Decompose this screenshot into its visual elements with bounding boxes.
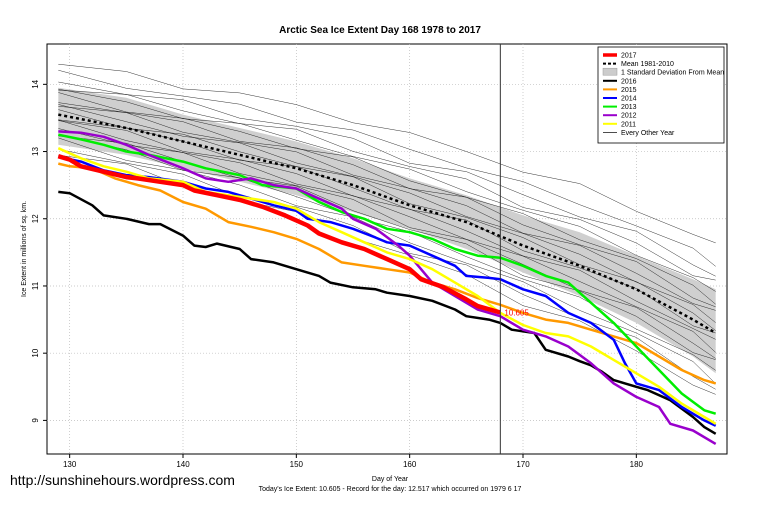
x-tick-label: 160 bbox=[403, 460, 417, 469]
legend-label: 2011 bbox=[621, 121, 636, 128]
x-tick-label: 130 bbox=[63, 460, 77, 469]
x-tick-label: 150 bbox=[290, 460, 304, 469]
std-dev-band bbox=[58, 87, 716, 374]
y-axis-label: Ice Extent in millions of sq. km. bbox=[21, 201, 28, 297]
y-tick-label: 12 bbox=[31, 214, 40, 223]
chart-title: Arctic Sea Ice Extent Day 168 1978 to 20… bbox=[279, 25, 481, 36]
every-other-year-line bbox=[58, 104, 716, 323]
every-other-year-line bbox=[58, 148, 716, 390]
legend-label: Mean 1981-2010 bbox=[621, 61, 674, 68]
every-other-year-line bbox=[58, 81, 716, 277]
legend-label: 2014 bbox=[621, 96, 637, 103]
y-tick-label: 10 bbox=[31, 348, 40, 357]
legend-label: Every Other Year bbox=[621, 130, 675, 137]
series-lines bbox=[57, 130, 717, 445]
mean-1981-2010-line bbox=[58, 113, 717, 335]
legend-swatch-band bbox=[602, 67, 618, 76]
series-line-2013 bbox=[58, 133, 717, 415]
std-dev-area bbox=[58, 87, 716, 374]
every-other-year-line bbox=[58, 92, 716, 305]
every-other-year-line bbox=[58, 69, 716, 267]
record-footer: Today's Ice Extent: 10.605 - Record for … bbox=[259, 486, 522, 493]
x-tick-label: 180 bbox=[630, 460, 644, 469]
current-value-label: 10.605 bbox=[504, 309, 529, 318]
series-line-2011 bbox=[57, 147, 717, 425]
series-line-2017 bbox=[57, 154, 501, 315]
x-tick-label: 170 bbox=[516, 460, 530, 469]
y-tick-label: 14 bbox=[31, 79, 40, 88]
every-other-year-line bbox=[58, 106, 716, 311]
y-tick-label: 11 bbox=[31, 281, 40, 290]
every-other-year-line bbox=[58, 102, 716, 308]
legend-label: 1 Standard Deviation From Mean bbox=[621, 70, 724, 77]
every-other-year-line bbox=[58, 89, 716, 281]
series-line-2015 bbox=[58, 162, 717, 385]
legend-label: 2015 bbox=[621, 87, 637, 94]
every-other-year-line bbox=[58, 128, 716, 359]
x-axis-label: Day of Year bbox=[372, 476, 409, 483]
y-tick-label: 9 bbox=[31, 418, 40, 423]
legend-label: 2012 bbox=[621, 113, 637, 120]
every-other-year-line bbox=[58, 120, 716, 340]
every-other-year-line bbox=[58, 137, 716, 384]
series-line-2012 bbox=[58, 130, 717, 445]
legend-label: 2016 bbox=[621, 78, 637, 85]
x-tick-label: 140 bbox=[176, 460, 190, 469]
legend-box bbox=[597, 46, 725, 144]
legend-label: 2013 bbox=[621, 104, 637, 111]
x-axis-ticks: 130 140 150 160 170 180 bbox=[63, 454, 644, 469]
mean-line bbox=[58, 113, 717, 335]
watermark: http://sunshinehours.wordpress.com bbox=[10, 472, 235, 488]
every-other-year-line bbox=[58, 109, 716, 331]
every-other-year-line bbox=[58, 63, 716, 244]
legend-label: 2017 bbox=[621, 53, 637, 60]
every-other-year-line bbox=[58, 88, 716, 292]
series-line-2016 bbox=[58, 190, 717, 435]
y-axis-ticks: 9 10 11 12 13 14 bbox=[31, 79, 47, 423]
y-tick-label: 13 bbox=[31, 147, 40, 156]
